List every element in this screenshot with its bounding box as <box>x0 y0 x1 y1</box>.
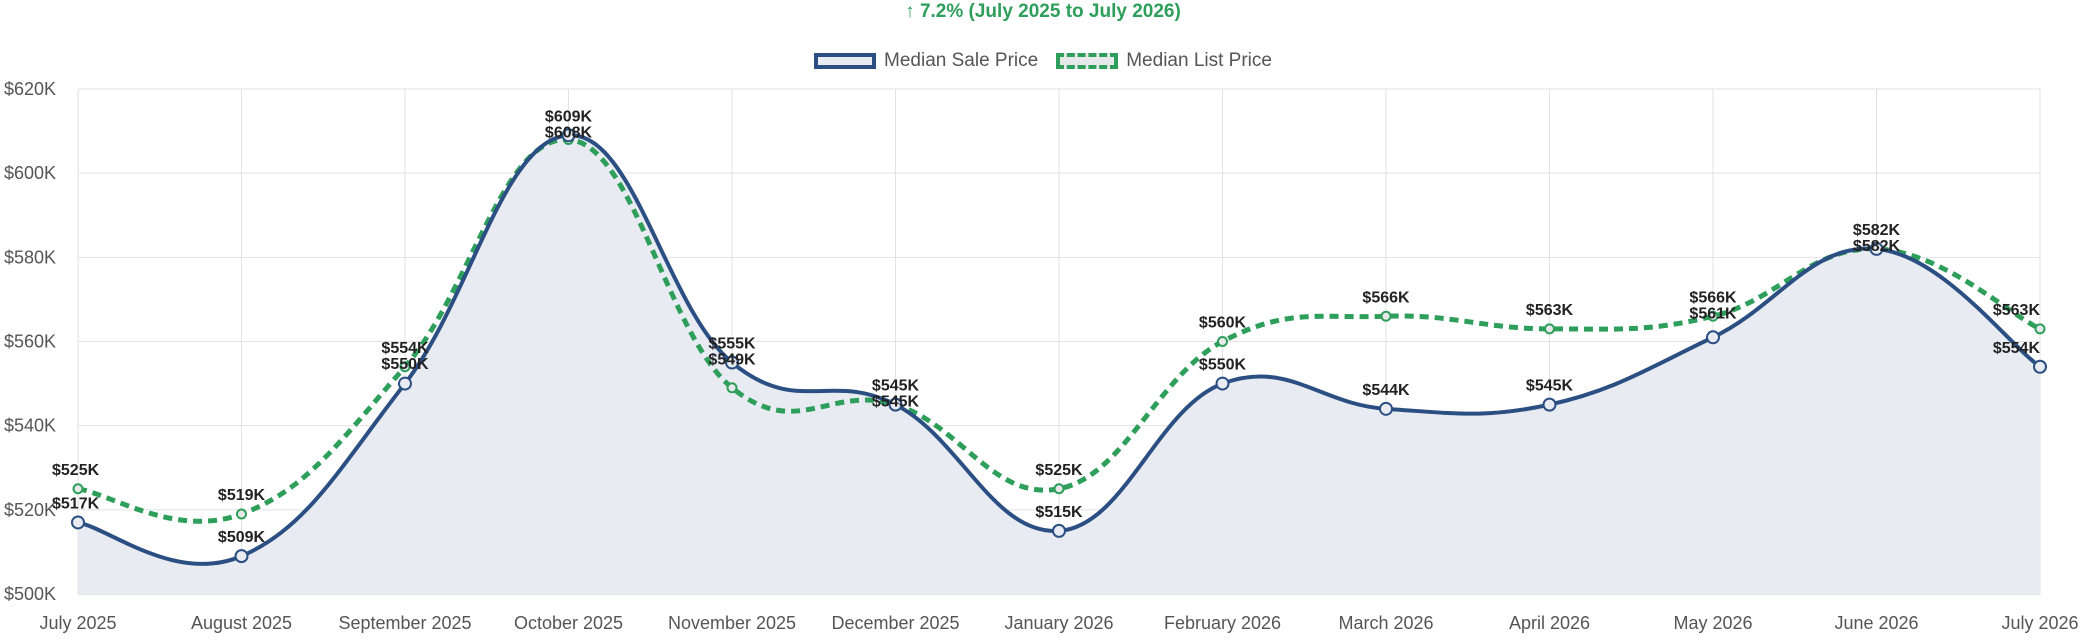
y-tick-label: $560K <box>4 332 56 352</box>
sale-price-point <box>725 355 739 370</box>
sale-price-point <box>1869 241 1884 256</box>
sale-price-label: $515K <box>1035 504 1083 521</box>
sale-price-point <box>1052 523 1066 538</box>
x-tick-label: June 2026 <box>1834 613 1918 633</box>
sale-price-label: $609K <box>545 108 593 125</box>
y-tick-label: $600K <box>4 163 56 183</box>
list-price-point <box>1380 310 1392 322</box>
legend-item-list[interactable]: Median List Price <box>1056 50 1272 72</box>
x-tick-label: May 2026 <box>1673 613 1752 633</box>
sale-price-label: $561K <box>1689 305 1737 322</box>
list-price-label: $525K <box>1035 462 1083 479</box>
y-tick-label: $580K <box>4 247 56 267</box>
y-tick-label: $520K <box>4 500 56 520</box>
sale-price-label: $545K <box>872 394 920 411</box>
x-tick-label: January 2026 <box>1004 613 1113 633</box>
sale-price-point <box>1542 397 1557 412</box>
x-tick-label: March 2026 <box>1338 613 1433 633</box>
y-tick-label: $540K <box>4 416 56 436</box>
sale-price-point <box>71 515 85 530</box>
list-price-label: $566K <box>1362 289 1410 306</box>
sale-price-label: $517K <box>52 495 100 512</box>
sale-price-point <box>234 549 249 564</box>
sale-price-point <box>398 376 412 391</box>
x-tick-label: August 2025 <box>191 613 292 633</box>
x-tick-label: November 2025 <box>668 613 796 633</box>
chart-subtitle: ↑ 7.2% (July 2025 to July 2026) <box>905 1 1181 22</box>
list-price-label: $525K <box>52 462 100 479</box>
sale-price-point <box>2033 359 2047 374</box>
sale-price-label: $509K <box>218 529 266 546</box>
list-price-label: $545K <box>872 378 920 395</box>
list-price-label: $519K <box>218 487 266 504</box>
legend-label-list: Median List Price <box>1126 50 1272 71</box>
legend-swatch-list <box>1056 53 1119 69</box>
legend-label-sale: Median Sale Price <box>884 50 1039 71</box>
list-price-point <box>726 382 738 394</box>
sale-price-point <box>1215 376 1230 391</box>
x-tick-label: April 2026 <box>1509 613 1590 633</box>
list-price-label: $582K <box>1853 222 1901 239</box>
list-price-point <box>399 361 411 373</box>
list-price-label: $549K <box>708 352 756 369</box>
y-tick-label: $500K <box>4 584 56 604</box>
sale-price-point <box>1706 330 1720 345</box>
chart-legend: Median Sale Price Median List Price <box>0 50 2086 72</box>
list-price-label: $560K <box>1199 315 1247 332</box>
x-tick-label: December 2025 <box>831 613 959 633</box>
sale-price-point <box>888 397 903 412</box>
legend-item-sale[interactable]: Median Sale Price <box>814 50 1038 72</box>
list-price-label: $563K <box>1993 302 2041 319</box>
y-tick-label: $620K <box>4 79 56 99</box>
list-price-point <box>1053 483 1065 495</box>
x-tick-label: July 2025 <box>39 613 116 633</box>
sale-price-point <box>561 128 576 143</box>
sale-price-point <box>1379 401 1393 416</box>
sale-price-label: $582K <box>1853 238 1901 255</box>
x-tick-label: September 2025 <box>338 613 471 633</box>
list-price-point <box>1544 323 1555 335</box>
sale-area-fill <box>78 135 2040 594</box>
list-price-label: $554K <box>381 340 429 357</box>
x-tick-label: October 2025 <box>514 613 623 633</box>
list-price-point <box>1217 336 1228 347</box>
legend-swatch-sale <box>814 53 877 69</box>
list-price-label: $563K <box>1526 302 1574 319</box>
sale-price-label: $545K <box>1526 378 1574 395</box>
sale-price-label: $554K <box>1993 340 2041 357</box>
list-price-label: $566K <box>1689 289 1737 306</box>
x-tick-label: February 2026 <box>1164 613 1281 633</box>
list-price-point <box>2034 323 2046 335</box>
list-price-label: $608K <box>545 124 593 141</box>
sale-price-label: $544K <box>1362 382 1410 399</box>
sale-price-label: $550K <box>1199 357 1247 374</box>
list-price-point <box>1707 310 1719 322</box>
sale-price-label: $550K <box>381 356 429 373</box>
sale-price-label: $555K <box>708 336 756 353</box>
list-price-point <box>72 483 84 495</box>
x-tick-label: July 2026 <box>2001 613 2078 633</box>
list-price-point <box>236 508 247 520</box>
